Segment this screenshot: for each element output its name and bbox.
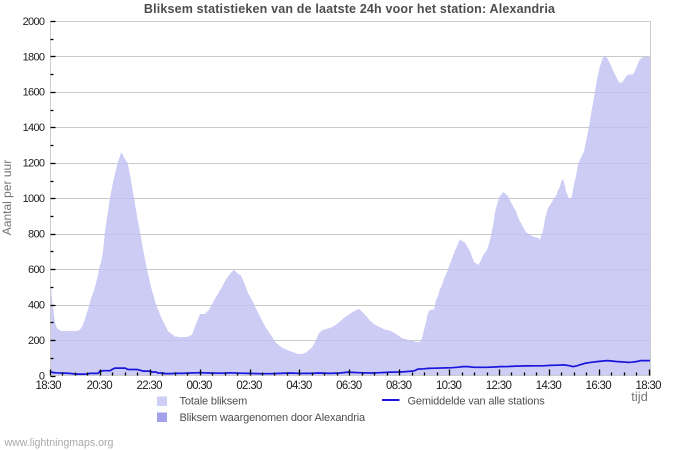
- svg-text:2000: 2000: [23, 16, 45, 28]
- svg-text:22:30: 22:30: [137, 380, 163, 392]
- svg-text:08:30: 08:30: [386, 380, 412, 392]
- svg-text:16:30: 16:30: [586, 380, 612, 392]
- svg-text:400: 400: [28, 299, 45, 311]
- svg-text:18:30: 18:30: [36, 380, 62, 392]
- svg-text:10:30: 10:30: [436, 380, 462, 392]
- svg-text:Totale bliksem: Totale bliksem: [180, 396, 248, 408]
- svg-text:18:30: 18:30: [636, 380, 662, 392]
- svg-text:00:30: 00:30: [186, 380, 212, 392]
- svg-text:Bliksem statistieken van de la: Bliksem statistieken van de laatste 24h …: [144, 2, 556, 16]
- svg-text:02:30: 02:30: [236, 380, 262, 392]
- svg-text:12:30: 12:30: [486, 380, 512, 392]
- svg-text:Aantal per uur: Aantal per uur: [0, 160, 14, 235]
- svg-text:www.lightningmaps.org: www.lightningmaps.org: [4, 437, 114, 449]
- svg-text:20:30: 20:30: [87, 380, 113, 392]
- svg-text:1800: 1800: [23, 51, 45, 63]
- svg-text:Bliksem waargenomen door Alexa: Bliksem waargenomen door Alexandria: [180, 412, 367, 424]
- svg-text:1600: 1600: [23, 87, 45, 99]
- svg-text:14:30: 14:30: [536, 380, 562, 392]
- svg-text:1200: 1200: [23, 158, 45, 170]
- svg-text:04:30: 04:30: [286, 380, 312, 392]
- svg-text:600: 600: [28, 264, 45, 276]
- svg-text:tijd: tijd: [631, 389, 648, 404]
- svg-text:0: 0: [39, 370, 45, 382]
- svg-text:1400: 1400: [23, 122, 45, 134]
- svg-text:1000: 1000: [23, 193, 45, 205]
- svg-text:200: 200: [28, 335, 45, 347]
- svg-text:800: 800: [28, 229, 45, 241]
- svg-text:Gemiddelde van alle stations: Gemiddelde van alle stations: [408, 396, 546, 408]
- svg-text:06:30: 06:30: [336, 380, 362, 392]
